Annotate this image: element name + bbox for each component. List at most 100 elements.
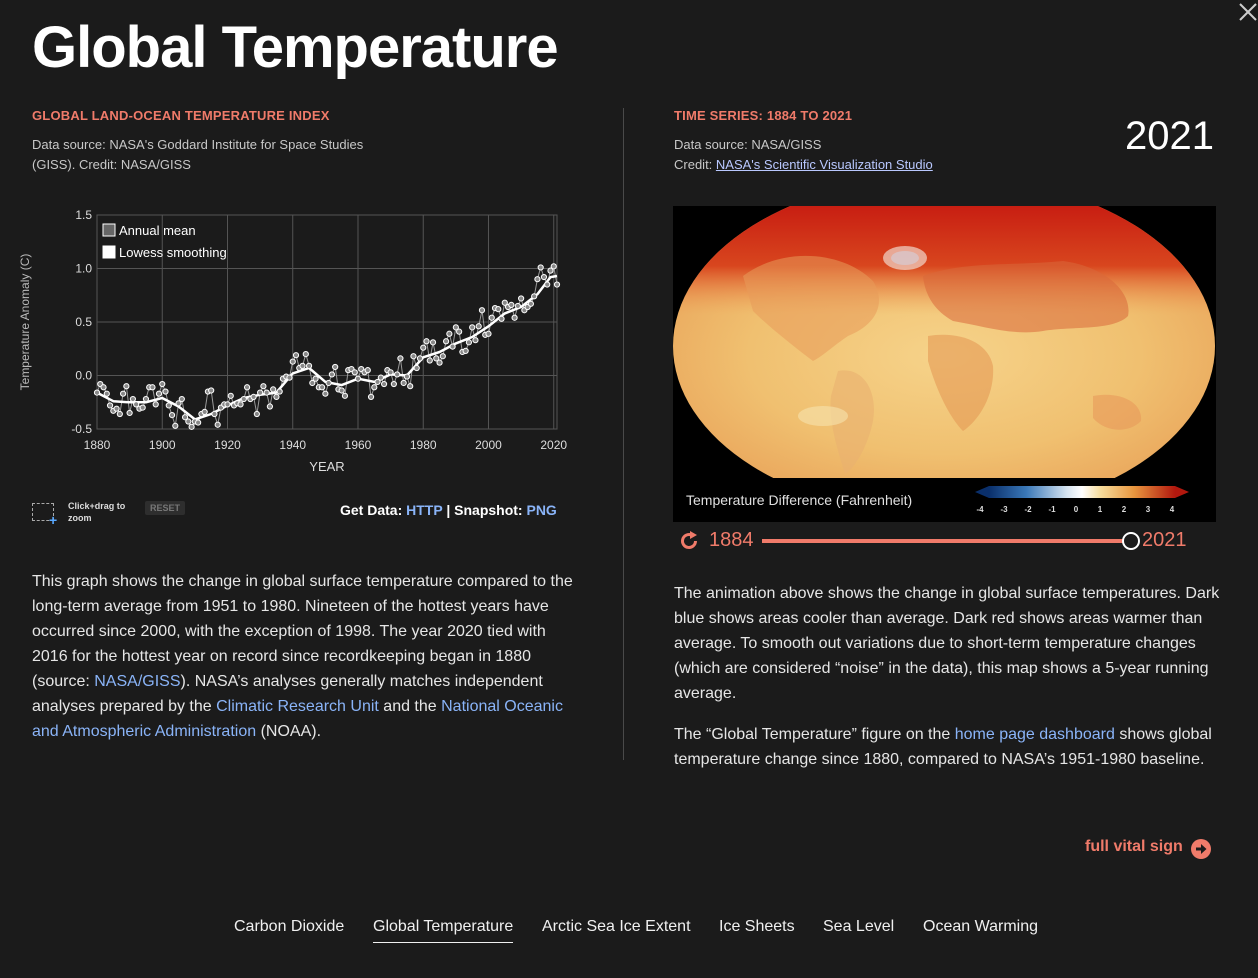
y-tick-label: 0.5 (75, 315, 92, 329)
data-point (452, 324, 459, 331)
data-point (195, 419, 202, 426)
nav-item-ocean-warming[interactable]: Ocean Warming (923, 918, 1038, 935)
data-point (155, 390, 163, 397)
data-point (113, 405, 120, 412)
nav-item-ice-sheets[interactable]: Ice Sheets (719, 918, 795, 935)
get-data-label: Get Data: (340, 502, 403, 518)
left-description: This graph shows the change in global su… (32, 569, 584, 744)
data-point (214, 421, 221, 428)
data-point (325, 379, 332, 387)
data-point (540, 273, 548, 281)
cru-link[interactable]: Climatic Research Unit (216, 698, 379, 715)
data-point (364, 367, 371, 374)
noaa-link[interactable]: National Oceanic and Atmospheric Adminis… (32, 698, 563, 740)
get-data-http-link[interactable]: HTTP (406, 502, 443, 518)
nav-item-global-temperature[interactable]: Global Temperature (373, 918, 514, 943)
home-page-dashboard-link[interactable]: home page dashboard (954, 726, 1115, 743)
data-point (322, 390, 329, 397)
data-point (511, 314, 518, 321)
data-point (208, 387, 215, 394)
data-point (488, 314, 495, 321)
data-point (93, 389, 101, 396)
data-point (305, 362, 313, 369)
data-point (462, 347, 469, 354)
left-section-heading: GLOBAL LAND-OCEAN TEMPERATURE INDEX (32, 108, 330, 123)
legend-tick-label: 1 (1097, 505, 1103, 514)
right-source-line1: Data source: NASA/GISS (674, 137, 822, 152)
data-point (439, 353, 446, 360)
data-point (328, 371, 335, 378)
data-point (426, 357, 433, 364)
left-data-source: Data source: NASA's Goddard Institute fo… (32, 135, 363, 175)
data-point (257, 389, 264, 396)
right-section-heading: TIME SERIES: 1884 TO 2021 (674, 108, 853, 123)
zoom-plus-icon: + (49, 512, 58, 528)
legend-swatch-lowess (102, 245, 116, 259)
data-point (142, 395, 150, 403)
data-point (442, 338, 450, 345)
data-point (201, 408, 208, 415)
data-point (172, 422, 179, 429)
legend-tick-label: -3 (1000, 505, 1008, 514)
x-tick-label: 2000 (475, 438, 502, 452)
nasa-giss-link[interactable]: NASA/GISS (94, 673, 181, 690)
data-point (400, 379, 407, 387)
legend-label-annual: Annual mean (119, 223, 196, 238)
nav-item-sea-level[interactable]: Sea Level (823, 918, 895, 935)
data-point (273, 393, 280, 400)
data-point (159, 380, 166, 388)
arrow-right-circle-icon[interactable] (1190, 838, 1212, 860)
y-tick-label: 1.0 (75, 262, 92, 276)
right-data-source: Data source: NASA/GISS Credit: NASA's Sc… (674, 135, 933, 175)
y-tick-label: 0.0 (75, 369, 92, 383)
data-point (436, 359, 443, 366)
legend-tick-label: -1 (1048, 505, 1056, 514)
right-credit-line: Credit: NASA's Scientific Visualization … (674, 155, 933, 175)
nav-item-arctic-sea-ice-extent[interactable]: Arctic Sea Ice Extent (542, 918, 691, 935)
data-point (380, 380, 388, 388)
svs-link[interactable]: NASA's Scientific Visualization Studio (715, 157, 933, 172)
data-point (126, 409, 133, 417)
x-tick-label: 1900 (149, 438, 176, 452)
data-point (302, 351, 309, 358)
data-point (106, 402, 114, 409)
data-point (341, 392, 349, 399)
replay-icon[interactable] (678, 530, 700, 552)
x-axis-label: YEAR (309, 459, 344, 474)
data-point (534, 276, 541, 283)
data-point (407, 383, 414, 390)
data-point (518, 295, 525, 302)
right-desc2-text-a: The “Global Temperature” figure on the (674, 726, 955, 743)
x-tick-label: 2020 (540, 438, 567, 452)
legend-tick-label: 4 (1169, 505, 1175, 514)
full-vital-sign-link[interactable]: full vital sign (1085, 838, 1183, 855)
lowess-smoothing-line (96, 274, 558, 421)
get-data-bar: Get Data: HTTP | Snapshot: PNG (340, 502, 557, 518)
data-point (498, 315, 505, 322)
data-point (390, 380, 397, 388)
data-point (211, 410, 218, 418)
data-point (456, 328, 463, 335)
legend-ticks: -4 -3 -2 -1 0 1 2 3 4 (973, 505, 1183, 517)
data-point (139, 404, 146, 411)
x-tick-label: 1940 (279, 438, 306, 452)
close-icon[interactable] (1234, 0, 1258, 24)
time-slider-track[interactable] (762, 539, 1132, 543)
time-slider-handle[interactable] (1122, 532, 1140, 550)
nav-item-carbon-dioxide[interactable]: Carbon Dioxide (234, 918, 345, 935)
data-point (478, 307, 486, 314)
legend-tick-label: 2 (1121, 505, 1127, 514)
legend-label-lowess: Lowess smoothing (119, 245, 227, 260)
y-tick-label: -0.5 (71, 422, 92, 436)
data-point (374, 378, 381, 386)
data-point (446, 330, 453, 337)
snapshot-png-link[interactable]: PNG (526, 502, 557, 518)
data-point (475, 323, 482, 330)
temperature-map: Temperature Difference (Fahrenheit) -4 -3… (673, 206, 1216, 522)
slider-end-year: 2021 (1142, 529, 1187, 551)
temperature-chart[interactable]: 1880 1900 1920 1940 1960 1980 2000 2020 -0.5 0.0 0… (12, 200, 582, 480)
data-point (116, 410, 123, 418)
reset-button[interactable]: RESET (145, 501, 186, 515)
data-point (429, 339, 437, 346)
x-tick-label: 1980 (410, 438, 437, 452)
